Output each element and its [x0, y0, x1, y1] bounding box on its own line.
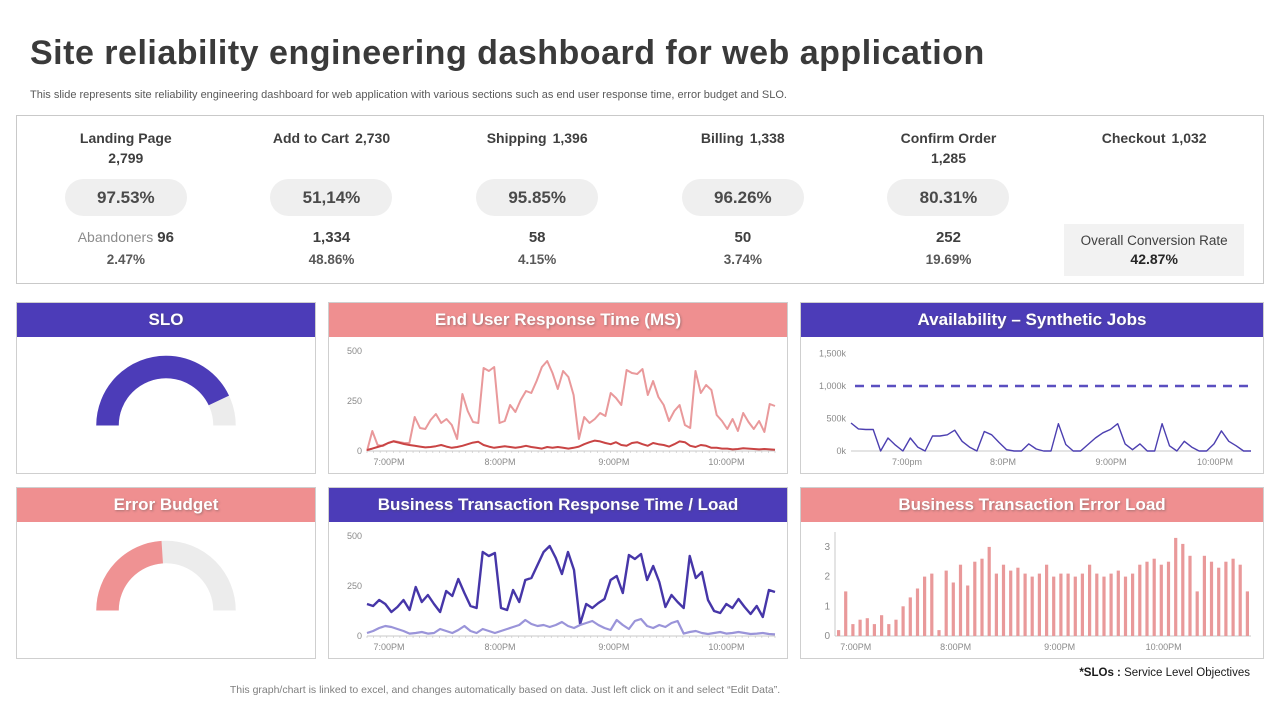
end-user-response-chart: 0 250 500 7:00PM 8:00PM 9:00PM 10:00PM — [333, 339, 783, 471]
svg-text:8:0PM: 8:0PM — [990, 457, 1016, 467]
stage-drop-count: 50 — [734, 229, 752, 246]
stage-drop-count: 1,334 — [312, 229, 351, 246]
svg-text:9:00PM: 9:00PM — [598, 642, 629, 652]
page-subtitle: This slide represents site reliability e… — [30, 89, 787, 101]
svg-text:0: 0 — [357, 631, 362, 641]
conversion-funnel-table: Landing Page 2,799 97.53% Abandoners 96 2.… — [16, 115, 1264, 284]
stage-count: 1,285 — [930, 150, 966, 167]
availability-chart: 0k 500k 1,000k 1,500k 7:00pm 8:0PM 9:00PM 10:00… — [805, 339, 1259, 471]
bt-response-chart: 0 250 500 7:00PM 8:00PM 9:00PM 10:00PM — [333, 524, 783, 656]
stage-title: Billing 1,338 — [701, 128, 785, 170]
error-budget-panel: Error Budget — [16, 487, 316, 659]
stage-title: Landing Page 2,799 — [80, 128, 172, 170]
stage-drop-rate: 3.74% — [723, 252, 762, 267]
svg-text:250: 250 — [347, 581, 362, 591]
end-user-response-title: End User Response Time (MS) — [329, 303, 787, 337]
bt-error-chart: 0 1 2 3 7:00PM 8:00PM 9:00PM 10:00PM — [805, 524, 1259, 656]
stage-label: Shipping — [486, 130, 547, 146]
stage-drop-rate: 4.15% — [518, 252, 557, 267]
stage-rate-pill: 96.26% — [681, 179, 804, 216]
svg-text:0k: 0k — [836, 446, 846, 456]
stage-drop-rate: 48.86% — [308, 252, 355, 267]
stage-label: Add to Cart — [272, 130, 350, 146]
overall-conversion-label: Overall Conversion Rate — [1080, 233, 1228, 248]
stage-label: Landing Page — [79, 130, 172, 146]
svg-text:500: 500 — [347, 531, 362, 541]
overall-conversion-value: 42.87% — [1130, 251, 1178, 267]
stage-rate-pill: 51,14% — [270, 179, 393, 216]
stage-count: 1,338 — [749, 130, 785, 146]
funnel-stage-landing-page: Landing Page 2,799 97.53% Abandoners 96 2.… — [23, 128, 229, 276]
svg-text:7:00PM: 7:00PM — [374, 457, 405, 467]
svg-text:9:00PM: 9:00PM — [598, 457, 629, 467]
bt-response-panel: Business Transaction Response Time / Loa… — [328, 487, 788, 659]
bt-error-title: Business Transaction Error Load — [801, 488, 1263, 522]
svg-text:7:00pm: 7:00pm — [892, 457, 922, 467]
stage-drop-count: Abandoners 96 — [77, 229, 174, 246]
svg-text:0: 0 — [357, 446, 362, 456]
stage-rate-pill: 97.53% — [64, 179, 187, 216]
svg-text:9:00PM: 9:00PM — [1044, 642, 1075, 652]
svg-text:7:00PM: 7:00PM — [840, 642, 871, 652]
stage-title: Shipping 1,396 — [487, 128, 588, 170]
funnel-stage-confirm-order: Confirm Order 1,285 80.31% 252 19.69% — [846, 128, 1052, 276]
svg-text:9:00PM: 9:00PM — [1095, 457, 1126, 467]
stage-drop-rate: 19.69% — [925, 252, 972, 267]
funnel-stage-checkout: Checkout 1,032 Overall Conversion Rate 42… — [1051, 128, 1257, 276]
svg-text:250: 250 — [347, 396, 362, 406]
end-user-response-panel: End User Response Time (MS) 0 250 500 7:00P… — [328, 302, 788, 474]
stage-count: 2,730 — [355, 130, 391, 146]
drop-prefix: Abandoners — [77, 229, 154, 245]
stage-count: 1,396 — [552, 130, 588, 146]
svg-text:10:00PM: 10:00PM — [1197, 457, 1233, 467]
slo-gauge-chart — [91, 351, 241, 431]
svg-text:8:00PM: 8:00PM — [940, 642, 971, 652]
stage-title: Checkout 1,032 — [1102, 128, 1207, 170]
svg-text:3: 3 — [824, 542, 830, 553]
stage-count: 2,799 — [108, 150, 144, 167]
funnel-stage-billing: Billing 1,338 96.26% 50 3.74% — [640, 128, 846, 276]
svg-text:1,500k: 1,500k — [819, 349, 847, 359]
slo-footnote: *SLOs : Service Level Objectives — [30, 667, 1250, 679]
svg-text:500: 500 — [347, 346, 362, 356]
stage-label: Billing — [700, 130, 744, 146]
overall-conversion-rate-box: Overall Conversion Rate 42.87% — [1064, 224, 1245, 276]
stage-drop-count: 252 — [935, 229, 961, 246]
svg-text:10:00PM: 10:00PM — [708, 457, 744, 467]
slo-footnote-abbrev: *SLOs : — [1079, 667, 1121, 679]
funnel-stage-add-to-cart: Add to Cart 2,730 51,14% 1,334 48.86% — [229, 128, 435, 276]
error-budget-gauge-chart — [91, 536, 241, 616]
slo-panel-title: SLO — [17, 303, 315, 337]
availability-panel: Availability – Synthetic Jobs 0k 500k 1,00… — [800, 302, 1264, 474]
funnel-stage-shipping: Shipping 1,396 95.85% 58 4.15% — [434, 128, 640, 276]
bt-error-panel: Business Transaction Error Load 0 1 2 3 7:00… — [800, 487, 1264, 659]
svg-text:10:00PM: 10:00PM — [708, 642, 744, 652]
error-budget-title: Error Budget — [17, 488, 315, 522]
svg-text:8:00PM: 8:00PM — [484, 642, 515, 652]
slo-panel: SLO — [16, 302, 316, 474]
stage-title: Add to Cart 2,730 — [273, 128, 390, 170]
stage-rate-pill: 95.85% — [476, 179, 599, 216]
svg-text:500k: 500k — [826, 414, 846, 424]
svg-text:1,000k: 1,000k — [819, 381, 847, 391]
svg-text:8:00PM: 8:00PM — [484, 457, 515, 467]
stage-label: Checkout — [1101, 130, 1166, 146]
stage-drop-count: 58 — [528, 229, 546, 246]
svg-text:1: 1 — [824, 601, 830, 612]
stage-count: 1,032 — [1171, 130, 1207, 146]
excel-link-note: This graph/chart is linked to excel, and… — [229, 684, 781, 696]
bt-response-title: Business Transaction Response Time / Loa… — [329, 488, 787, 522]
page-title: Site reliability engineering dashboard f… — [30, 34, 985, 72]
svg-text:2: 2 — [824, 572, 830, 583]
stage-label: Confirm Order — [900, 130, 997, 146]
stage-title: Confirm Order 1,285 — [901, 128, 997, 170]
svg-text:0: 0 — [824, 631, 830, 642]
svg-text:10:00PM: 10:00PM — [1146, 642, 1182, 652]
availability-title: Availability – Synthetic Jobs — [801, 303, 1263, 337]
stage-rate-pill: 80.31% — [887, 179, 1010, 216]
stage-drop-rate: 2.47% — [106, 252, 145, 267]
svg-text:7:00PM: 7:00PM — [374, 642, 405, 652]
slo-footnote-definition: Service Level Objectives — [1120, 667, 1250, 679]
